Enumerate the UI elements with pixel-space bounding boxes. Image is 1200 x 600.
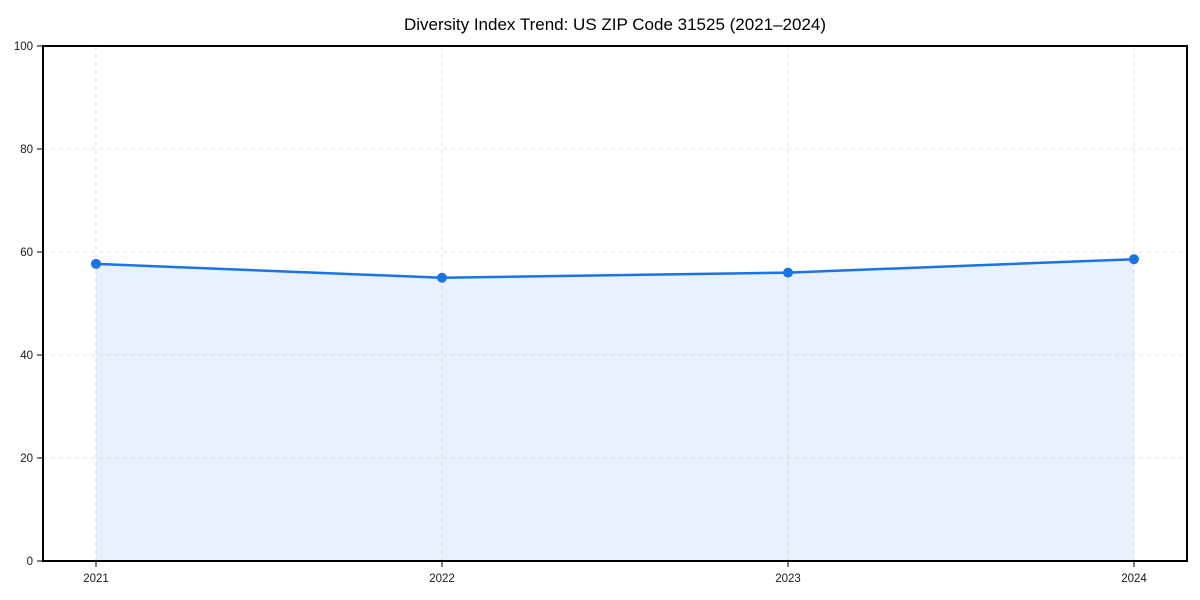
plot-area: 0 20 40 60 80 100 2021 2022 2023 2024: [14, 41, 1188, 585]
axes-frame: [42, 45, 1188, 562]
x-tick-label: 2023: [775, 573, 801, 585]
x-tick-label: 2024: [1121, 573, 1147, 585]
area-fill: [96, 259, 1134, 561]
y-tick-label: 0: [27, 556, 33, 568]
data-point: [783, 267, 793, 278]
data-point: [91, 258, 101, 269]
x-tick-label: 2022: [429, 573, 455, 585]
chart-title: Diversity Index Trend: US ZIP Code 31525…: [404, 15, 826, 34]
data-point: [437, 272, 447, 283]
x-tick-label: 2021: [83, 573, 109, 585]
y-tick-label: 40: [20, 350, 33, 362]
y-tick-label: 100: [14, 41, 33, 53]
trend-line: [94, 257, 1136, 279]
y-tick-label: 80: [20, 144, 33, 156]
data-point: [1129, 254, 1139, 265]
y-tick-label: 60: [20, 247, 33, 259]
y-tick-label: 20: [20, 453, 33, 465]
